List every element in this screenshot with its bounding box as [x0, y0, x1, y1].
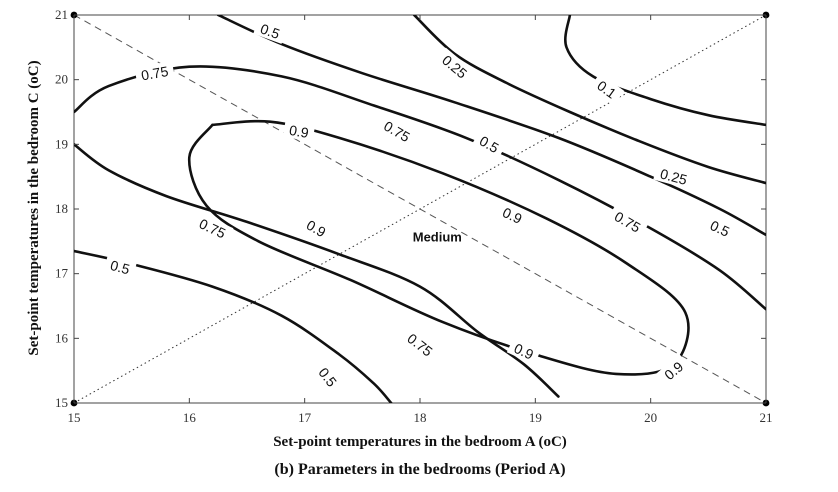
y-tick-label: 19 [55, 136, 68, 151]
x-axis-label: Set-point temperatures in the bedroom A … [273, 434, 567, 450]
contour-line-0-25 [412, 15, 766, 185]
y-axis-label: Set-point temperatures in the bedroom C … [26, 60, 42, 355]
contour-label: 0.9 [656, 354, 691, 387]
contour-label: 0.75 [191, 212, 234, 244]
svg-text:0.9: 0.9 [500, 204, 525, 227]
dotted-diagonal-line [73, 14, 767, 404]
figure-caption: (b) Parameters in the bedrooms (Period A… [274, 461, 565, 478]
contour-label: 0.75 [607, 204, 649, 239]
contour-label: 0.5 [253, 17, 288, 44]
y-tick-label: 18 [55, 201, 68, 216]
x-tick-label: 17 [298, 410, 312, 425]
contour-line-0-1 [564, 15, 766, 127]
contour-label: 0.9 [282, 119, 316, 142]
svg-text:0.9: 0.9 [512, 340, 537, 363]
contour-label: 0.75 [400, 326, 441, 363]
contour-line-0-9 [187, 119, 690, 376]
contour-label: 0.25 [653, 163, 695, 190]
svg-text:0.5: 0.5 [708, 217, 733, 240]
y-axis-ticks: 15 16 17 18 19 20 21 [55, 7, 766, 410]
x-tick-label: 18 [414, 410, 427, 425]
contour-label: 0.5 [312, 359, 345, 394]
contour-label: 0.5 [103, 254, 137, 279]
x-tick-label: 19 [529, 410, 542, 425]
contour-label: 0.75 [134, 61, 175, 85]
svg-text:0.5: 0.5 [109, 257, 132, 278]
y-tick-label: 21 [55, 7, 68, 22]
contour-label: 0.9 [506, 336, 542, 365]
svg-text:0.5: 0.5 [258, 20, 282, 42]
reference-lines [73, 14, 767, 404]
contour-line-0-75 [74, 143, 560, 398]
contour-labels: 0.10.250.250.50.50.50.50.50.750.750.750.… [103, 17, 738, 394]
x-axis-ticks: 15 16 17 18 19 20 21 [68, 15, 773, 425]
y-tick-label: 15 [55, 395, 68, 410]
y-tick-label: 17 [55, 266, 69, 281]
contour-line-0-5 [216, 15, 766, 237]
medium-annotation: Medium [413, 229, 462, 244]
x-tick-label: 21 [760, 410, 773, 425]
contour-label: 0.9 [299, 213, 334, 243]
svg-text:0.75: 0.75 [140, 63, 170, 84]
x-tick-label: 20 [644, 410, 657, 425]
contour-label: 0.9 [495, 201, 530, 230]
svg-text:0.25: 0.25 [658, 165, 689, 188]
y-tick-label: 16 [55, 330, 69, 345]
x-tick-label: 15 [68, 410, 81, 425]
x-tick-label: 16 [183, 410, 197, 425]
svg-text:0.9: 0.9 [288, 122, 310, 141]
contour-label: 0.5 [702, 213, 738, 242]
y-tick-label: 20 [55, 72, 68, 87]
